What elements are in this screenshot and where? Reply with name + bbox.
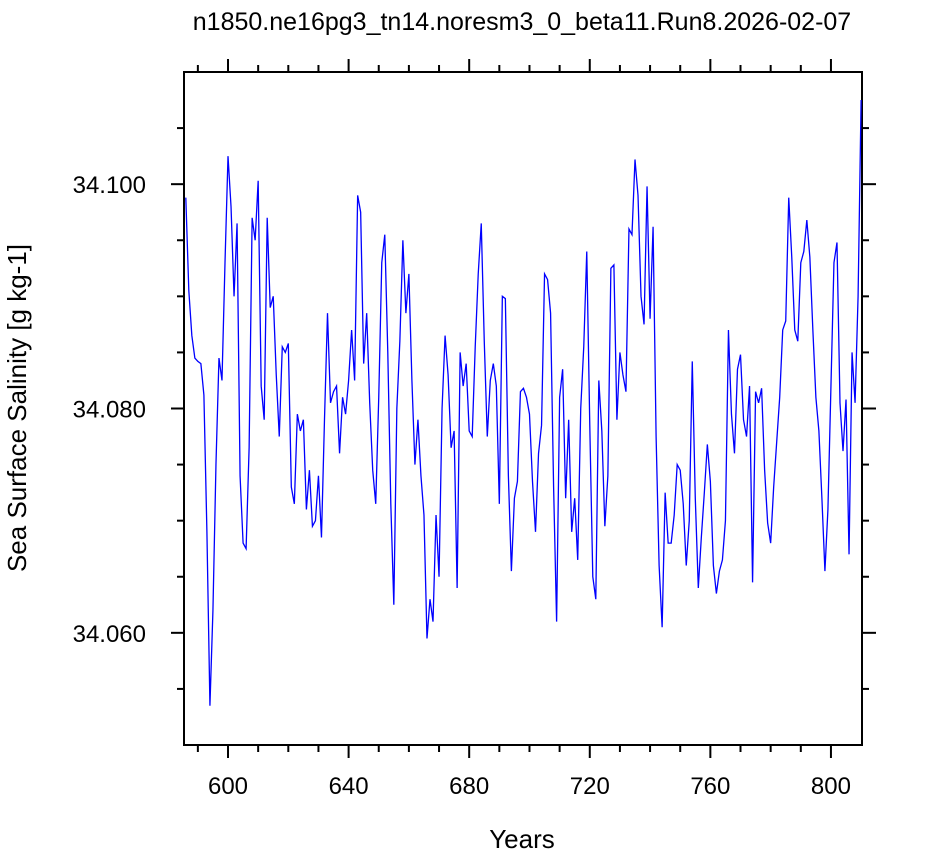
y-axis-label: Sea Surface Salinity [g kg-1] <box>2 244 32 572</box>
x-tick-label: 800 <box>811 773 851 800</box>
x-tick-label: 720 <box>570 773 610 800</box>
y-tick-label: 34.060 <box>73 621 146 648</box>
x-tick-label: 680 <box>449 773 489 800</box>
x-tick-label: 640 <box>329 773 369 800</box>
chart-title: n1850.ne16pg3_tn14.noresm3_0_beta11.Run8… <box>193 8 851 36</box>
data-line <box>185 100 862 706</box>
plot-frame <box>183 71 863 746</box>
y-tick-label: 34.080 <box>73 397 146 424</box>
y-tick-label: 34.100 <box>73 172 146 199</box>
x-axis-label: Years <box>489 824 555 854</box>
x-tick-label: 600 <box>208 773 248 800</box>
x-tick-label: 760 <box>690 773 730 800</box>
